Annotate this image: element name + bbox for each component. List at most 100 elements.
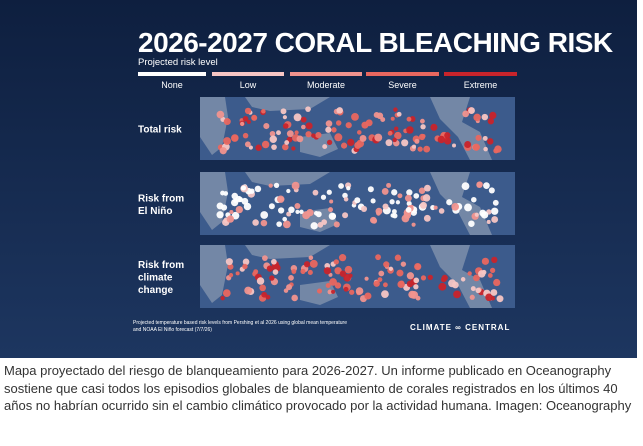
reef-dot — [324, 263, 331, 269]
reef-dot — [288, 275, 294, 281]
legend-swatch — [366, 72, 439, 76]
reef-dot — [216, 211, 224, 219]
reef-dot — [420, 124, 426, 130]
reef-dot — [422, 194, 431, 202]
reef-dot — [354, 141, 362, 149]
reef-dot — [488, 187, 495, 194]
reef-dot — [420, 275, 427, 281]
reef-dot — [334, 133, 343, 142]
reef-dot — [284, 140, 290, 145]
reef-dot — [468, 220, 475, 227]
reef-dot — [223, 118, 231, 126]
reef-dot — [336, 107, 344, 114]
reef-dot — [417, 146, 423, 152]
reef-dot — [273, 182, 280, 189]
reef-dot — [282, 216, 288, 222]
reef-dot — [303, 261, 311, 268]
reef-dot — [394, 131, 402, 140]
map-land — [245, 245, 330, 259]
reef-dot — [461, 182, 470, 191]
reef-dot — [490, 289, 498, 296]
reef-dot — [219, 147, 227, 155]
reef-dot — [413, 193, 420, 199]
reef-dot — [244, 286, 253, 295]
reef-dot — [440, 276, 447, 283]
reef-dot — [226, 215, 235, 223]
row-label: Total risk — [138, 125, 182, 136]
reef-dot — [381, 188, 389, 195]
reef-dot — [240, 121, 245, 127]
legend-label: Severe — [388, 80, 417, 90]
reef-dot — [397, 280, 405, 289]
reef-dot — [334, 267, 342, 275]
reef-dot — [306, 209, 314, 217]
legend-swatch — [138, 72, 206, 76]
reef-dot — [300, 116, 307, 123]
reef-dot — [475, 134, 482, 141]
reef-dot — [325, 126, 332, 133]
reef-dot — [309, 259, 318, 268]
reef-dot — [223, 191, 229, 196]
reef-dot — [216, 202, 224, 210]
row-label: Risk from — [138, 260, 184, 271]
legend-swatch — [212, 72, 284, 76]
reef-dot — [376, 211, 381, 216]
reef-dot — [472, 143, 480, 151]
reef-dot — [242, 116, 249, 122]
reef-dot — [255, 144, 262, 151]
reef-dot — [388, 266, 394, 271]
reef-dot — [383, 261, 390, 268]
reef-dot — [296, 135, 304, 143]
reef-dot — [413, 284, 419, 290]
map-land — [300, 133, 338, 157]
reef-dot — [268, 183, 273, 188]
reef-dot — [326, 139, 333, 146]
legend-label: None — [161, 80, 183, 90]
reef-dot — [338, 254, 347, 262]
reef-dot — [242, 258, 250, 266]
reef-dot — [315, 211, 322, 218]
reef-dot — [256, 277, 265, 285]
reef-dot — [396, 111, 402, 117]
reef-dot — [261, 140, 270, 149]
legend-title: Projected risk level — [138, 57, 218, 68]
reef-dot — [427, 274, 433, 281]
footnote: Projected temperature based risk levels … — [133, 320, 347, 326]
reef-dot — [480, 211, 489, 219]
reef-dot — [342, 212, 349, 219]
reef-dot — [496, 295, 504, 303]
reef-dot — [320, 194, 327, 200]
reef-dot — [433, 205, 438, 210]
reef-dot — [489, 111, 497, 120]
reef-dot — [294, 130, 299, 135]
reef-dot — [266, 265, 274, 272]
reef-dot — [254, 185, 262, 193]
reef-dot — [401, 139, 409, 147]
reef-dot — [343, 286, 349, 292]
reef-dot — [235, 271, 240, 276]
reef-dot — [261, 291, 268, 298]
reef-dot — [406, 189, 413, 196]
reef-dot — [406, 201, 412, 207]
reef-dot — [331, 127, 337, 133]
reef-dot — [259, 284, 267, 292]
reef-dot — [391, 189, 398, 196]
reef-dot — [453, 290, 461, 299]
reef-dot — [325, 120, 333, 127]
reef-dot — [487, 273, 493, 278]
reef-dot — [322, 144, 328, 150]
reef-dot — [328, 212, 337, 220]
reef-dot — [359, 134, 367, 142]
reef-dot — [382, 282, 388, 288]
reef-dot — [307, 269, 313, 275]
reef-dot — [367, 186, 374, 193]
reef-dot — [474, 212, 479, 217]
reef-dot — [476, 181, 483, 188]
reef-dot — [282, 143, 289, 151]
reef-dot — [481, 257, 490, 265]
row-label: Risk from — [138, 193, 184, 204]
reef-dot — [286, 188, 291, 194]
reef-dot — [473, 113, 481, 122]
reef-dot — [470, 286, 476, 292]
reef-dot — [397, 193, 403, 199]
